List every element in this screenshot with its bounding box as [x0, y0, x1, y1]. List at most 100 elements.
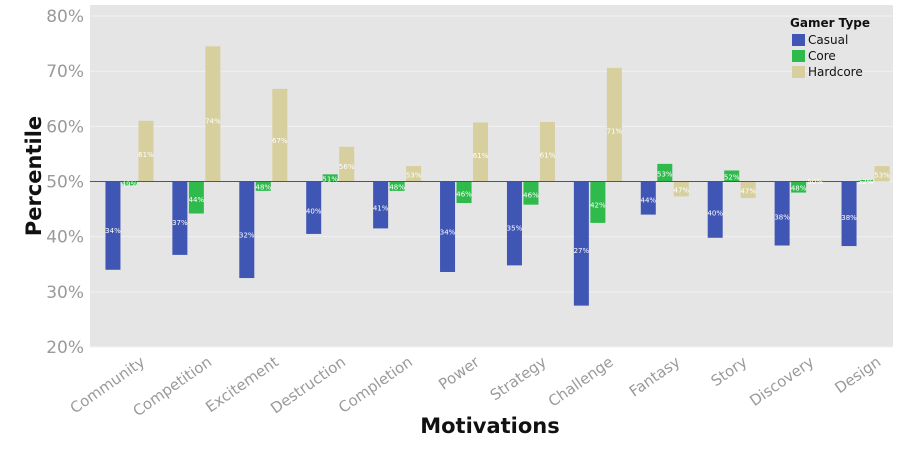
bar-core: Story / Core: 52% — [724, 170, 740, 182]
bar-value-label: 52% — [724, 174, 740, 182]
x-tick-label: Story — [708, 353, 751, 391]
y-tick-label: 70% — [46, 62, 84, 82]
legend-label-hardcore: Hardcore — [808, 65, 863, 79]
bar-value-label: 56% — [339, 163, 355, 171]
legend-swatch-casual — [792, 34, 805, 46]
legend-title: Gamer Type — [790, 16, 870, 30]
bar-value-label: 53% — [406, 172, 422, 180]
bar-value-label: 61% — [138, 151, 154, 159]
bar-hardcore: Design / Hardcore: 53% — [874, 166, 890, 182]
legend-label-casual: Casual — [808, 33, 848, 47]
bar-value-label: 38% — [841, 214, 857, 222]
bar-value-label: 53% — [874, 172, 890, 180]
x-tick-label: Power — [435, 352, 483, 393]
x-tick-label: Completion — [335, 353, 416, 417]
plot-background — [90, 5, 893, 347]
bar-core: Excitement / Core: 48% — [255, 181, 271, 191]
x-tick-label: Discovery — [746, 353, 817, 410]
y-axis-ticks: 20% 30% 40% 50% 60% 70% 80% — [46, 7, 84, 358]
x-tick-label: Fantasy — [626, 353, 684, 401]
x-axis-ticks: CommunityCompetitionExcitementDestructio… — [67, 352, 885, 420]
bar-value-label: 51% — [322, 175, 338, 183]
bar-value-label: 46% — [456, 190, 472, 198]
bar-value-label: 48% — [389, 184, 405, 192]
y-tick-label: 40% — [46, 228, 84, 248]
bar-casual: Story / Casual: 40% — [707, 181, 723, 238]
bar-value-label: 74% — [205, 118, 221, 126]
bar-value-label: 27% — [574, 247, 590, 255]
bar-core: Discovery / Core: 48% — [791, 181, 807, 193]
bar-value-label: 32% — [239, 232, 255, 240]
bar-value-label: 46% — [523, 191, 539, 199]
bar-value-label: 38% — [774, 214, 790, 222]
bar-core: Power / Core: 46% — [456, 181, 472, 204]
bar-core: Challenge / Core: 42% — [590, 181, 606, 223]
bar-value-label: 48% — [791, 185, 807, 193]
bar-core: Community / Core: 49% — [121, 181, 137, 186]
bar-value-label: 34% — [105, 227, 121, 235]
bar-hardcore: Story / Hardcore: 47% — [740, 181, 756, 199]
y-tick-label: 20% — [46, 338, 84, 358]
bar-casual: Discovery / Casual: 38% — [774, 181, 790, 246]
bar-core: Design / Core: 52% — [858, 179, 874, 182]
bar-value-label: 44% — [641, 197, 657, 205]
bar-value-label: 71% — [607, 127, 623, 135]
legend-swatch-core — [792, 50, 805, 62]
bar-hardcore: Power / Hardcore: 61% — [473, 122, 489, 182]
bar-core: Destruction / Core: 51% — [322, 174, 338, 182]
legend-items: Casual Core Hardcore — [792, 33, 863, 79]
bar-casual: Excitement / Casual: 32% — [239, 181, 255, 279]
bar-value-label: 37% — [172, 219, 188, 227]
bar-value-label: 40% — [306, 207, 322, 215]
bar-value-label: 47% — [674, 187, 690, 195]
bar-casual: Completion / Casual: 41% — [373, 181, 389, 229]
bar-labels: 34% 49% 61% 37% 44% 74% 32% 48% 67% 40% 51%56% 41% 4… — [105, 118, 890, 255]
bar-casual: Community / Casual: 34% — [105, 181, 121, 270]
bar-casual: Destruction / Casual: 40% — [306, 181, 322, 234]
bar-core: Completion / Core: 48% — [389, 181, 405, 191]
bar-casual: Strategy / Casual: 35% — [506, 181, 522, 266]
bar-value-label: 44% — [189, 196, 205, 204]
bar-value-label: 41% — [373, 204, 389, 212]
bar-value-label: 40% — [707, 209, 723, 217]
bar-value-label: 48% — [256, 184, 272, 192]
y-tick-label: 60% — [46, 117, 84, 137]
bar-hardcore: Discovery / Hardcore: 50% — [807, 179, 823, 182]
legend-swatch-hardcore — [792, 66, 805, 78]
x-tick-label: Destruction — [267, 353, 349, 418]
bar-value-label: 67% — [272, 137, 288, 145]
bar-core: Strategy / Core: 46% — [523, 181, 539, 205]
bar-value-label: 61% — [540, 152, 556, 160]
legend: Gamer Type Casual Core Hardcore — [790, 16, 870, 79]
bar-hardcore: Challenge / Hardcore: 71% — [606, 67, 622, 182]
bar-casual: Power / Casual: 34% — [440, 181, 456, 272]
bar-hardcore: Fantasy / Hardcore: 47% — [673, 181, 689, 197]
y-tick-label: 30% — [46, 283, 84, 303]
bar-hardcore: Excitement / Hardcore: 67% — [272, 88, 288, 182]
x-tick-label: Design — [832, 353, 885, 397]
bar-value-label: 34% — [440, 228, 456, 236]
bar-casual: Fantasy / Casual: 44% — [640, 181, 656, 215]
bar-casual: Competition / Casual: 37% — [172, 181, 188, 255]
bar-core: Competition / Core: 44% — [188, 181, 204, 214]
bar-core: Fantasy / Core: 53% — [657, 163, 673, 182]
bar-hardcore: Completion / Hardcore: 53% — [406, 166, 422, 182]
bar-hardcore: Destruction / Hardcore: 56% — [339, 146, 355, 182]
legend-label-core: Core — [808, 49, 836, 63]
y-axis-title: Percentile — [22, 116, 46, 236]
bar-hardcore: Strategy / Hardcore: 61% — [539, 121, 555, 182]
y-tick-label: 50% — [46, 173, 84, 193]
x-tick-label: Challenge — [545, 353, 617, 411]
bar-value-label: 50% — [807, 178, 823, 186]
y-tick-label: 80% — [46, 7, 84, 27]
bar-hardcore: Competition / Hardcore: 74% — [205, 46, 221, 182]
bar-value-label: 61% — [473, 152, 489, 160]
bar-value-label: 35% — [507, 225, 523, 233]
bar-value-label: 53% — [657, 171, 673, 179]
bar-value-label: 42% — [590, 201, 606, 209]
bar-hardcore: Community / Hardcore: 61% — [138, 120, 154, 182]
bars: Community / Casual: 34%Community / Core:… — [105, 46, 890, 306]
bar-value-label: 47% — [740, 188, 756, 196]
x-tick-label: Strategy — [487, 353, 550, 405]
